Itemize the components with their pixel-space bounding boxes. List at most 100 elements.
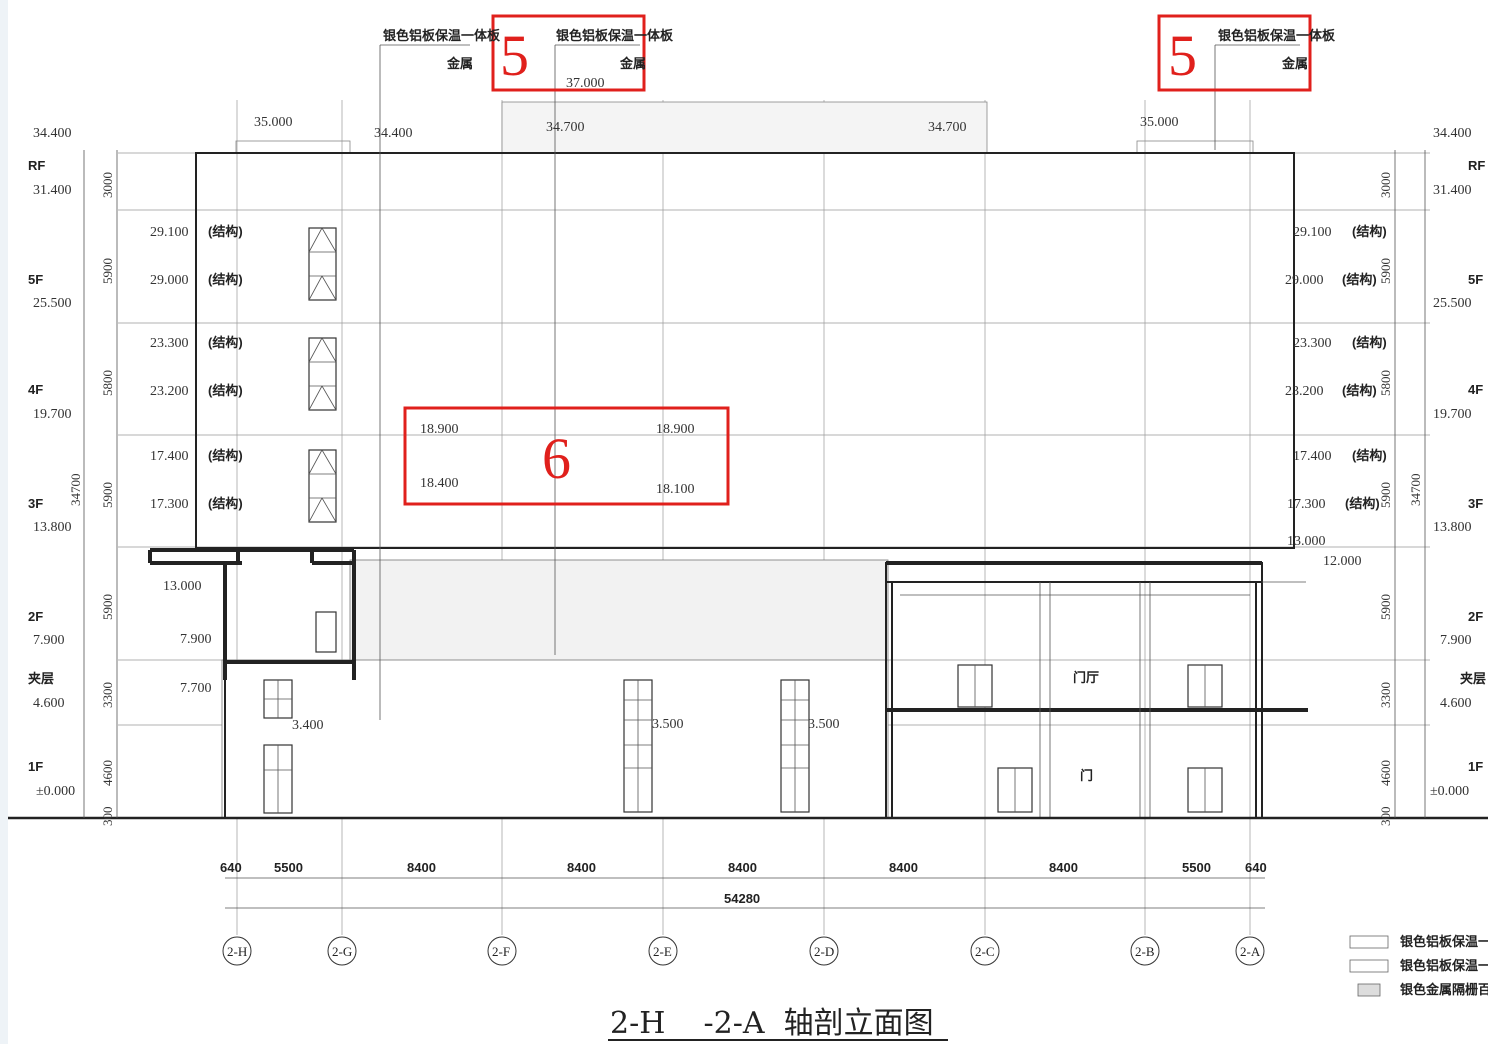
floor-name: 夹层	[1460, 671, 1486, 686]
panel-note-metal: 金属	[619, 56, 646, 71]
storey-height: 300	[1378, 807, 1393, 827]
storey-height: 3300	[100, 682, 115, 708]
axis-label: 2-F	[492, 944, 510, 959]
floor-name: 5F	[1468, 272, 1483, 287]
elevation-label: 13.000	[163, 579, 202, 594]
struct-elev: 23.200	[1285, 384, 1324, 399]
struct-note: (结构)	[208, 224, 243, 239]
storey-height: 3000	[1378, 172, 1393, 198]
struct-elev: 17.300	[1287, 497, 1326, 512]
panel-note-metal: 金属	[1281, 56, 1308, 71]
struct-elev: 23.200	[150, 384, 189, 399]
axis-label: 2-A	[1240, 944, 1261, 959]
struct-note: (结构)	[1352, 448, 1387, 463]
middle-labels: 13.000 7.900 7.700 3.400 3.500 3.500 18.…	[163, 422, 1099, 783]
struct-elev: 29.100	[1293, 225, 1332, 240]
level-value: 4.600	[33, 696, 65, 711]
storey-height: 5900	[100, 258, 115, 284]
axis-label: 2-B	[1135, 944, 1155, 959]
level-top: 34.400	[33, 126, 72, 141]
floor-name: 3F	[28, 496, 43, 511]
legend: 银色铝板保温一体板 银色铝板保温一体板 银色金属隔栅百叶	[1349, 934, 1488, 997]
elevation-label: 7.700	[180, 681, 212, 696]
axis-dim: 5500	[274, 860, 303, 875]
storey-height: 4600	[1378, 760, 1393, 786]
level-value: 25.500	[1433, 296, 1472, 311]
struct-elev: 12.000	[1323, 554, 1362, 569]
level-value: 13.800	[1433, 520, 1472, 535]
total-height: 34700	[1408, 474, 1423, 507]
floor-name: 5F	[28, 272, 43, 287]
storey-height: 4600	[100, 760, 115, 786]
level-value: 31.400	[33, 183, 72, 198]
floor-name: 4F	[28, 382, 43, 397]
level-value: 19.700	[1433, 407, 1472, 422]
storey-height: 5900	[100, 482, 115, 508]
floor-name: RF	[28, 158, 45, 173]
panel-note: 银色铝板保温一体板	[556, 28, 674, 43]
legend-label: 银色铝板保温一体板	[1400, 958, 1488, 973]
panel-note: 银色铝板保温一体板	[383, 28, 501, 43]
right-storey-heights: 3000 5900 5800 5900 5900 3300 4600 300 3…	[1378, 172, 1423, 826]
roof-parapet	[501, 101, 988, 154]
elevation-label: 18.900	[420, 422, 459, 437]
struct-note: (结构)	[208, 383, 243, 398]
callout-5-right: 5	[1168, 23, 1197, 88]
storey-height: 5800	[100, 370, 115, 396]
storey-height: 5900	[1378, 594, 1393, 620]
drawing-title: 2-H -2-A 轴剖立面图	[610, 1006, 934, 1041]
roof-parapet-right	[1136, 140, 1254, 154]
legend-swatch	[1349, 959, 1389, 973]
struct-note: (结构)	[1352, 224, 1387, 239]
struct-elev: 29.100	[150, 225, 189, 240]
legend-label: 银色金属隔栅百叶	[1400, 982, 1488, 997]
level-value: 7.900	[1440, 633, 1472, 648]
callout-box-5-right	[1157, 14, 1312, 92]
floor-name: RF	[1468, 158, 1485, 173]
floor-name: 夹层	[28, 671, 54, 686]
window-stacks	[263, 227, 810, 814]
storey-height: 300	[100, 807, 115, 827]
axis-dim: 640	[220, 860, 242, 875]
elevation-label: 3.500	[808, 717, 840, 732]
axis-grid-lines	[236, 100, 1251, 935]
left-structure-labels: 29.100 (结构) 29.000 (结构) 23.300 (结构) 23.2…	[150, 224, 243, 512]
legend-label: 银色铝板保温一体板	[1400, 934, 1488, 949]
level-value: ±0.000	[36, 784, 75, 799]
struct-note: (结构)	[1352, 335, 1387, 350]
axis-label: 2-H	[227, 944, 247, 959]
level-value: 25.500	[33, 296, 72, 311]
struct-elev: 17.400	[1293, 449, 1332, 464]
struct-note: (结构)	[208, 496, 243, 511]
axis-label: 2-G	[332, 944, 352, 959]
lower-wall	[221, 659, 889, 819]
louver-band	[349, 559, 889, 663]
main-building-outline	[195, 152, 1295, 549]
storey-height: 5900	[1378, 258, 1393, 284]
struct-elev: 23.300	[1293, 336, 1332, 351]
floor-name: 1F	[1468, 759, 1483, 774]
window	[315, 611, 337, 653]
storey-height: 3300	[1378, 682, 1393, 708]
floor-name: 4F	[1468, 382, 1483, 397]
elevation-label: 3.500	[652, 717, 684, 732]
axis-dim: 8400	[1049, 860, 1078, 875]
panel-note-metal: 金属	[446, 56, 473, 71]
floor-name: 2F	[28, 609, 43, 624]
elevation-label: 35.000	[1140, 115, 1179, 130]
total-height: 34700	[68, 474, 83, 507]
axis-dimension-chain: 640 5500 8400 8400 8400 8400 8400 5500 6…	[220, 860, 1267, 909]
level-value: 31.400	[1433, 183, 1472, 198]
right-annex	[885, 561, 1308, 819]
right-structure-labels: 29.100 (结构) 29.000 (结构) 23.300 (结构) 23.2…	[1285, 224, 1387, 569]
panel-note: 银色铝板保温一体板	[1218, 28, 1336, 43]
axis-label: 2-C	[975, 944, 995, 959]
elevation-label: 18.400	[420, 476, 459, 491]
axis-dim: 640	[1245, 860, 1267, 875]
struct-note: (结构)	[208, 448, 243, 463]
floor-name: 2F	[1468, 609, 1483, 624]
struct-elev: 17.300	[150, 497, 189, 512]
level-value: 4.600	[1440, 696, 1472, 711]
level-value: ±0.000	[1430, 784, 1469, 799]
struct-elev: 29.000	[150, 273, 189, 288]
